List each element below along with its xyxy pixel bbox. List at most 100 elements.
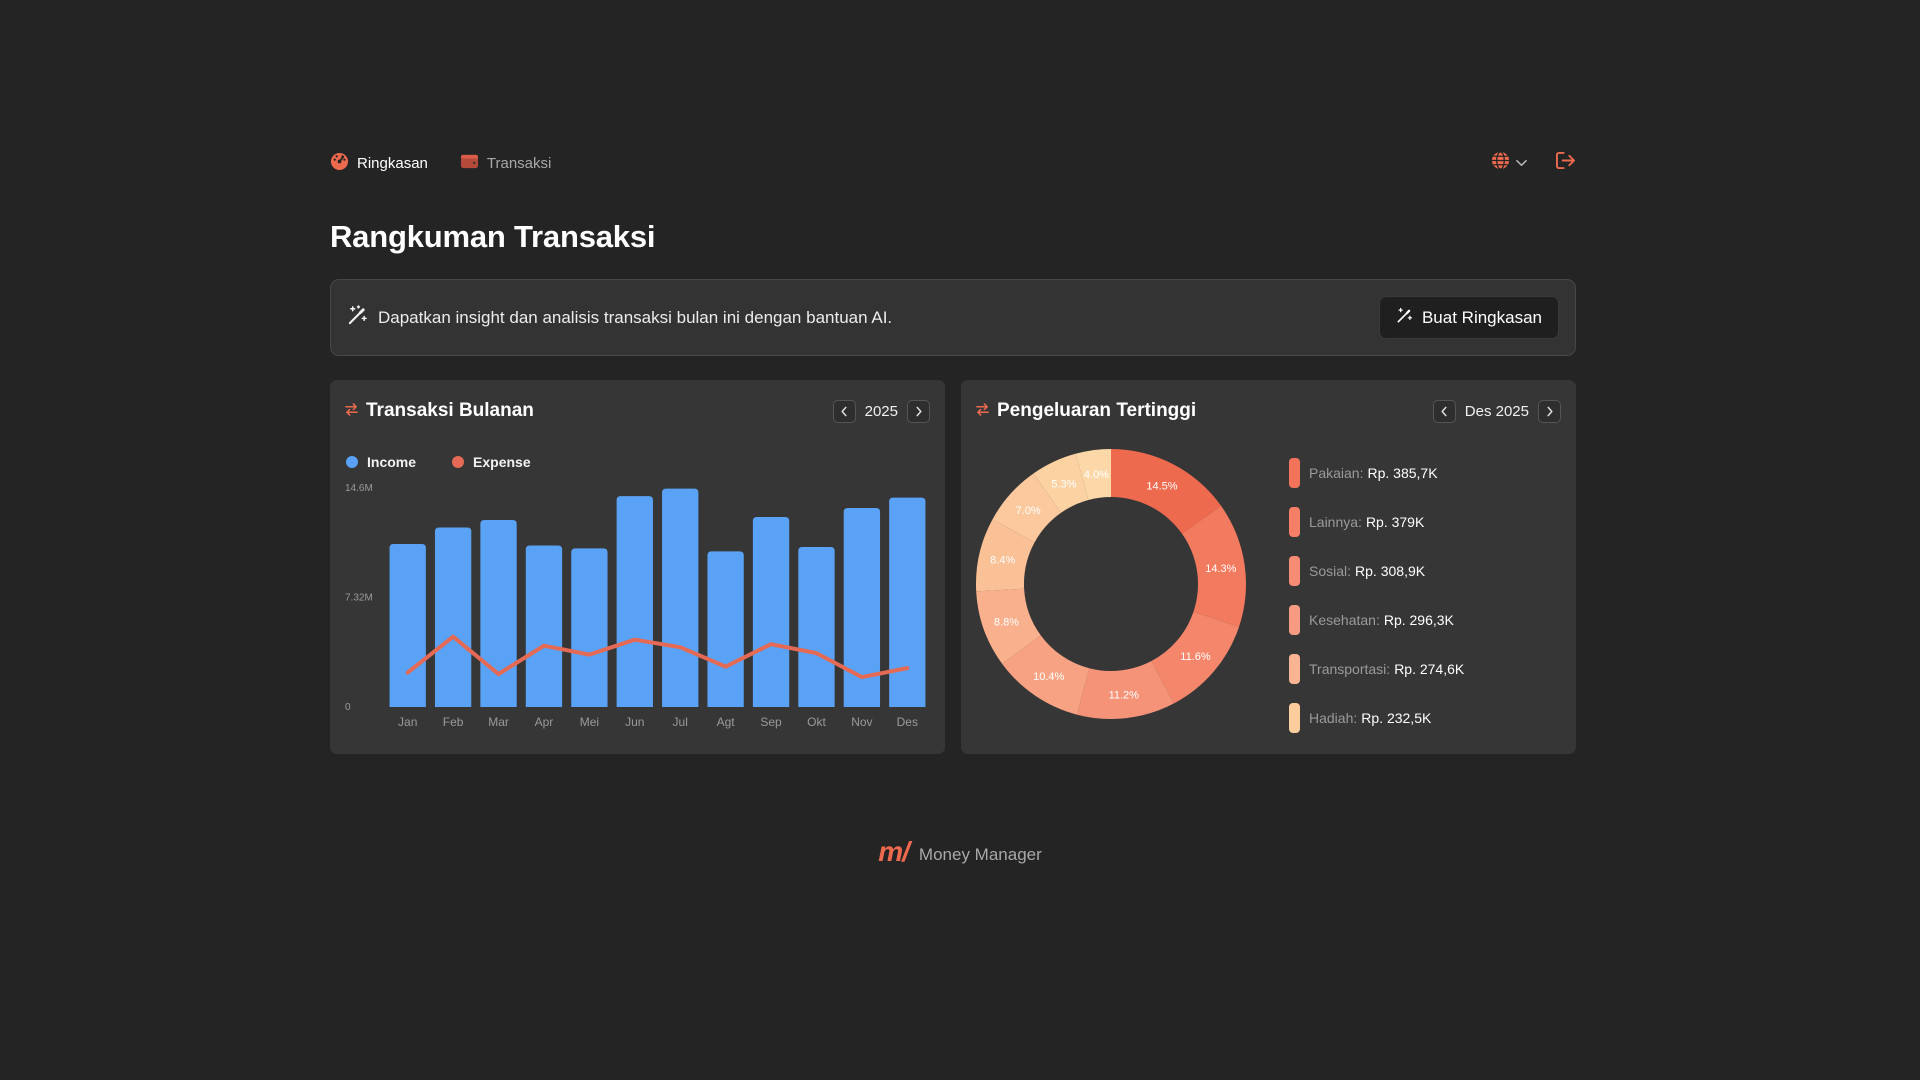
category-name: Lainnya: xyxy=(1309,514,1362,530)
category-value: Rp. 274,6K xyxy=(1394,661,1465,677)
y-tick-label: 7.32M xyxy=(345,593,373,604)
legend-expense[interactable]: Expense xyxy=(452,454,531,470)
donut-slice[interactable] xyxy=(976,588,1041,664)
nav-item-transaksi[interactable]: Transaksi xyxy=(460,153,551,174)
globe-icon xyxy=(1491,151,1510,175)
year-label: 2025 xyxy=(864,402,898,420)
donut-slice[interactable] xyxy=(1181,505,1246,627)
x-tick-label: Agt xyxy=(717,715,736,729)
donut-slice-label: 11.6% xyxy=(1180,651,1211,663)
swap-icon xyxy=(345,400,358,422)
category-value: Rp. 232,5K xyxy=(1361,710,1432,726)
category-list: Pakaian: Rp. 385,7K Lainnya: Rp. 379K So… xyxy=(1289,458,1559,734)
magic-wand-icon xyxy=(1396,307,1413,329)
x-tick-label: Mei xyxy=(580,715,599,729)
chevron-right-icon xyxy=(915,406,922,416)
income-bar[interactable] xyxy=(480,520,517,707)
income-bar[interactable] xyxy=(843,508,881,707)
category-item[interactable]: Pakaian: Rp. 385,7K xyxy=(1289,458,1559,488)
ai-insight-banner: Dapatkan insight dan analisis transaksi … xyxy=(330,279,1576,356)
app-container: Ringkasan Transaksi Rangkuman Transaksi xyxy=(330,150,1576,754)
income-bar[interactable] xyxy=(616,496,653,707)
donut-slice-label: 8.8% xyxy=(994,616,1019,628)
year-pager: 2025 xyxy=(832,399,930,423)
x-tick-label: Des xyxy=(897,715,918,729)
next-year-button[interactable] xyxy=(907,399,930,423)
category-item[interactable]: Hadiah: Rp. 232,5K xyxy=(1289,703,1559,733)
donut-slice[interactable] xyxy=(976,519,1035,592)
category-color-bar xyxy=(1289,654,1300,684)
income-bar[interactable] xyxy=(434,527,472,707)
donut-slice[interactable] xyxy=(1033,453,1089,513)
income-bar[interactable] xyxy=(525,545,563,707)
legend-dot-expense xyxy=(452,456,465,468)
income-bar[interactable] xyxy=(798,546,835,707)
expense-line[interactable] xyxy=(405,634,910,680)
x-tick-label: Jun xyxy=(625,715,644,729)
category-value: Rp. 385,7K xyxy=(1367,465,1438,481)
y-tick-label: 14.6M xyxy=(345,483,373,494)
swap-icon xyxy=(976,400,989,422)
donut-slice[interactable] xyxy=(1002,635,1090,715)
x-tick-label: Apr xyxy=(535,715,554,729)
income-bar[interactable] xyxy=(389,543,426,707)
donut-slice[interactable] xyxy=(1075,449,1111,500)
spending-donut-chart: 14.5% 14.3% 11.6% 11.2% 10.4% 8.8% 8.4% 7.0% 5.3… xyxy=(976,449,1246,719)
language-selector[interactable] xyxy=(1491,151,1527,175)
category-name: Hadiah: xyxy=(1309,710,1358,726)
next-month-button[interactable] xyxy=(1538,399,1561,423)
cards-row: Transaksi Bulanan 2025 Income xyxy=(330,380,1576,754)
category-item[interactable]: Sosial: Rp. 308,9K xyxy=(1289,556,1559,586)
legend-dot-income xyxy=(346,456,358,468)
x-tick-label: Jan xyxy=(398,715,417,729)
category-color-bar xyxy=(1289,458,1300,488)
nav-label-ringkasan: Ringkasan xyxy=(357,154,428,172)
logout-icon[interactable] xyxy=(1555,151,1576,175)
chart-legend: Income Expense xyxy=(346,454,531,470)
x-tick-label: Mar xyxy=(488,715,509,729)
footer: m/ Money Manager xyxy=(0,836,1920,868)
x-tick-label: Nov xyxy=(851,715,872,729)
category-name: Transportasi: xyxy=(1309,661,1391,677)
donut-slice[interactable] xyxy=(1077,661,1174,719)
income-bar[interactable] xyxy=(571,548,608,707)
magic-wand-icon xyxy=(347,304,368,331)
category-name: Kesehatan: xyxy=(1309,612,1380,628)
prev-year-button[interactable] xyxy=(832,399,856,423)
category-item[interactable]: Transportasi: Rp. 274,6K xyxy=(1289,654,1559,684)
prev-month-button[interactable] xyxy=(1432,399,1456,423)
chevron-right-icon xyxy=(1546,406,1553,416)
income-bar[interactable] xyxy=(752,517,790,707)
donut-slice-label: 5.3% xyxy=(1051,478,1076,490)
monthly-card-title: Transaksi Bulanan xyxy=(366,400,534,421)
category-item[interactable]: Kesehatan: Rp. 296,3K xyxy=(1289,605,1559,635)
donut-slice[interactable] xyxy=(1151,611,1239,704)
category-color-bar xyxy=(1289,703,1300,733)
category-color-bar xyxy=(1289,605,1300,635)
app-logo: m/ xyxy=(878,836,910,867)
legend-income[interactable]: Income xyxy=(346,454,416,470)
generate-summary-button[interactable]: Buat Ringkasan xyxy=(1378,296,1559,339)
page-title: Rangkuman Transaksi xyxy=(330,219,656,254)
category-name: Sosial: xyxy=(1309,563,1352,579)
wallet-icon xyxy=(460,153,479,174)
legend-label-expense: Expense xyxy=(473,454,531,470)
x-tick-label: Feb xyxy=(443,715,464,729)
donut-slice-label: 7.0% xyxy=(1016,505,1041,517)
footer-app-name: Money Manager xyxy=(918,845,1042,864)
nav-item-ringkasan[interactable]: Ringkasan xyxy=(330,152,428,175)
x-tick-label: Okt xyxy=(807,715,826,729)
income-bar[interactable] xyxy=(662,488,699,707)
category-name: Pakaian: xyxy=(1309,465,1364,481)
donut-slice[interactable] xyxy=(992,473,1062,543)
generate-summary-label: Buat Ringkasan xyxy=(1421,307,1542,327)
donut-slice[interactable] xyxy=(1111,449,1222,534)
category-value: Rp. 308,9K xyxy=(1355,563,1426,579)
monthly-transactions-card: Transaksi Bulanan 2025 Income xyxy=(330,380,945,754)
category-item[interactable]: Lainnya: Rp. 379K xyxy=(1289,507,1559,537)
x-tick-label: Sep xyxy=(760,715,782,729)
ai-insight-text: Dapatkan insight dan analisis transaksi … xyxy=(378,307,893,327)
donut-slice-label: 10.4% xyxy=(1033,671,1064,683)
income-bar[interactable] xyxy=(707,551,744,707)
income-bar[interactable] xyxy=(889,497,926,707)
